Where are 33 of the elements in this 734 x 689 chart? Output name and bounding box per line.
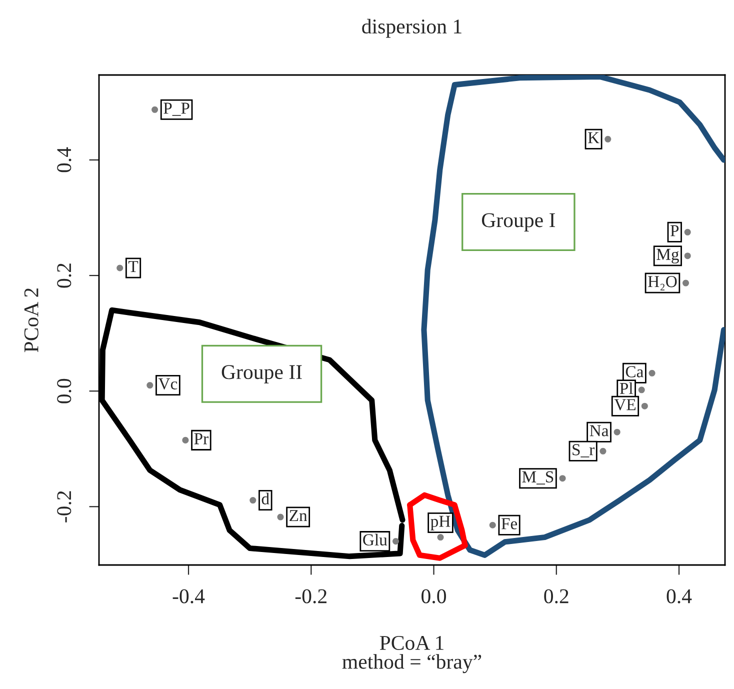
data-label: P <box>670 225 679 236</box>
annotation: Groupe I <box>482 213 555 232</box>
data-label: S_r <box>572 444 595 458</box>
data-label: T <box>128 261 138 272</box>
x-tick-label: 0.0 <box>422 589 446 604</box>
data-label: pH <box>430 516 450 530</box>
y-axis-title: PCoA 2 <box>24 288 38 352</box>
y-tick-label: 0.4 <box>57 147 72 172</box>
data-label: VE <box>614 399 636 410</box>
data-label: M_S <box>522 471 554 484</box>
data-label: Na <box>590 425 609 436</box>
x-tick-label: -0.4 <box>172 589 205 604</box>
data-label: Pr <box>194 433 208 444</box>
data-label: Ca <box>626 366 644 378</box>
data-label: Fe <box>501 518 518 530</box>
data-label: Mg <box>656 248 679 264</box>
chart-title: dispersion 1 <box>362 18 462 38</box>
annotation: Groupe II <box>222 365 302 384</box>
y-tick-label: 0.0 <box>57 378 72 404</box>
data-label: P_P <box>164 102 190 116</box>
data-label: Pl <box>620 382 633 394</box>
data-label: Vc <box>158 378 178 390</box>
data-label: Zn <box>290 510 308 522</box>
data-label: Glu <box>363 534 388 546</box>
x-tick-label: -0.2 <box>295 589 326 604</box>
x-tick-label: 0.4 <box>666 589 692 604</box>
x-tick-label: 0.2 <box>544 589 568 604</box>
data-label: d <box>262 492 270 504</box>
y-tick-label: 0.2 <box>57 264 72 288</box>
data-label: H₂O <box>648 276 677 290</box>
x-axis-title: PCoA 1 method = “bray” <box>342 636 482 674</box>
data-label: K <box>588 132 600 144</box>
y-tick-label: -0.2 <box>57 491 72 522</box>
